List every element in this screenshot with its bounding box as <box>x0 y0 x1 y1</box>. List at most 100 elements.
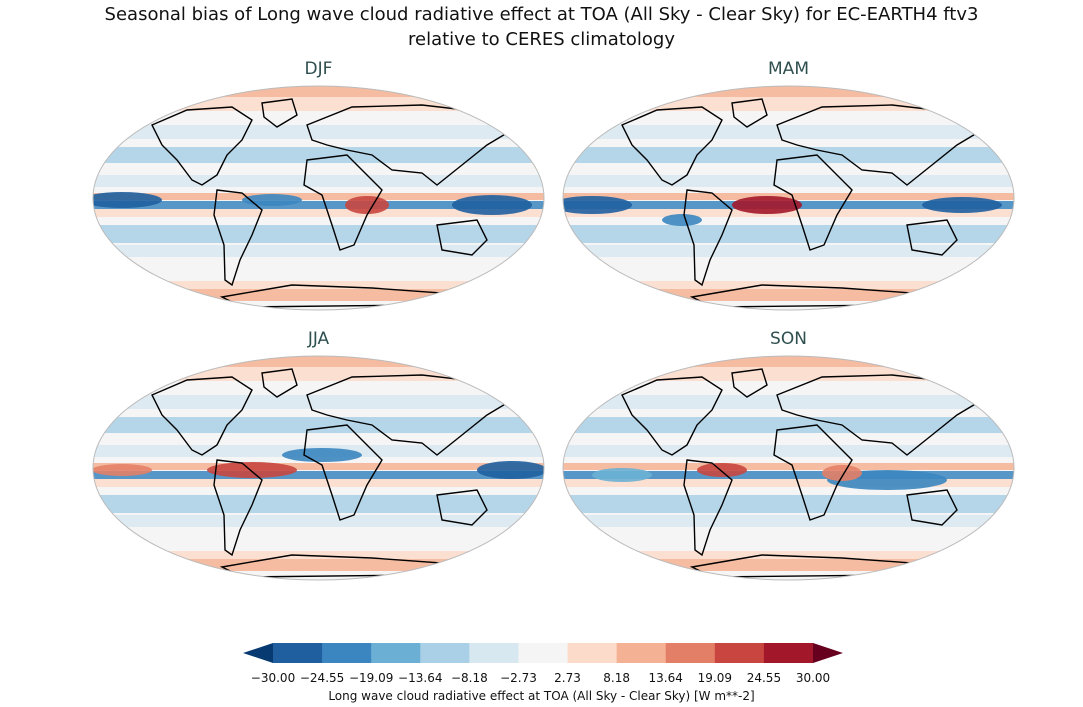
colorbar-segment <box>322 643 372 663</box>
bias-anomaly <box>922 197 1002 213</box>
bias-band <box>563 193 1014 200</box>
coastline <box>773 154 853 251</box>
bias-anomaly <box>207 462 297 478</box>
bias-band <box>93 125 544 139</box>
bias-band <box>563 417 1014 433</box>
coastline <box>773 424 853 521</box>
bias-band <box>93 175 544 187</box>
bias-band <box>563 356 1014 367</box>
bias-band <box>93 495 544 513</box>
bias-band <box>563 245 1014 257</box>
coastline <box>303 154 383 251</box>
panel-title-mam: MAM <box>768 59 809 79</box>
bias-band <box>93 551 544 559</box>
coastline <box>683 459 733 557</box>
map-son <box>562 355 1015 581</box>
bias-band <box>563 281 1014 289</box>
bias-band <box>563 97 1014 111</box>
colorbar <box>243 643 843 663</box>
bias-anomaly <box>563 196 632 214</box>
panel-title-son: SON <box>770 329 807 349</box>
bias-band <box>93 245 544 257</box>
colorbar-segment <box>763 643 814 663</box>
bias-anomaly <box>452 195 532 215</box>
bias-band <box>93 356 544 367</box>
bias-band <box>563 445 1014 457</box>
colorbar-tick-label: 2.73 <box>554 671 581 685</box>
colorbar-extend-over <box>813 643 843 663</box>
bias-band <box>563 463 1014 470</box>
colorbar-tick-label: −13.64 <box>398 671 443 685</box>
colorbar-tick-label: −8.18 <box>450 671 488 685</box>
bias-band <box>563 225 1014 243</box>
bias-band <box>563 495 1014 513</box>
coastline <box>906 489 958 526</box>
colorbar-segment <box>665 643 716 663</box>
colorbar-tick-label: −19.09 <box>348 671 394 685</box>
coastline <box>776 374 984 456</box>
coastline <box>621 106 723 186</box>
bias-anomaly <box>282 448 362 462</box>
coastline <box>151 106 253 186</box>
bias-band <box>93 559 544 571</box>
colorbar-segment <box>420 643 470 663</box>
colorbar-tick-label: −30.00 <box>250 671 296 685</box>
bias-band <box>93 535 544 549</box>
bias-band <box>563 289 1014 301</box>
panel-title-djf: DJF <box>304 59 333 79</box>
bias-band <box>93 515 544 527</box>
bias-band <box>93 289 544 301</box>
coastline <box>306 374 514 456</box>
coastline <box>436 219 488 256</box>
colorbar-segment <box>469 643 519 663</box>
coastline <box>436 489 488 526</box>
bias-band <box>563 479 1014 487</box>
coastline <box>151 376 253 456</box>
map-border <box>562 355 1015 581</box>
bias-band <box>93 471 544 479</box>
colorbar-segment <box>567 643 618 663</box>
bias-band <box>563 175 1014 187</box>
bias-band <box>563 515 1014 527</box>
bias-band <box>563 86 1014 97</box>
panel-title-jja: JJA <box>307 329 330 349</box>
bias-anomaly <box>477 461 544 479</box>
bias-band <box>93 479 544 487</box>
coastline <box>776 104 984 186</box>
bias-band <box>93 147 544 163</box>
bias-band <box>563 367 1014 381</box>
bias-band <box>93 209 544 217</box>
bias-band <box>93 86 544 97</box>
bias-band <box>93 367 544 381</box>
map-djf <box>92 85 545 311</box>
bias-band <box>93 281 544 289</box>
bias-band <box>563 147 1014 163</box>
colorbar-segment <box>714 643 765 663</box>
bias-band <box>563 209 1014 217</box>
bias-anomaly <box>242 194 302 206</box>
colorbar-tick-label: 8.18 <box>603 671 630 685</box>
map-border <box>92 85 545 311</box>
colorbar-label: Long wave cloud radiative effect at TOA … <box>328 689 755 703</box>
coastline <box>621 376 723 456</box>
colorbar-tick-label: 30.00 <box>795 671 831 685</box>
bias-band <box>93 201 544 209</box>
coastline <box>261 368 298 398</box>
bias-band <box>563 125 1014 139</box>
coastline <box>306 104 514 186</box>
figure-title-line2: relative to CERES climatology <box>407 29 675 50</box>
bias-anomaly <box>822 465 862 481</box>
colorbar-tick-label: 24.55 <box>746 671 782 685</box>
bias-band <box>563 265 1014 279</box>
coastline <box>906 219 958 256</box>
coastline <box>261 98 298 128</box>
figure-title-line1: Seasonal bias of Long wave cloud radiati… <box>104 4 979 25</box>
bias-band <box>563 535 1014 549</box>
bias-anomaly <box>662 214 702 226</box>
bias-band <box>93 417 544 433</box>
colorbar-segment <box>273 643 323 663</box>
colorbar-tick-label: 13.64 <box>648 671 683 685</box>
bias-anomaly <box>93 192 162 208</box>
bias-anomaly <box>592 468 652 482</box>
